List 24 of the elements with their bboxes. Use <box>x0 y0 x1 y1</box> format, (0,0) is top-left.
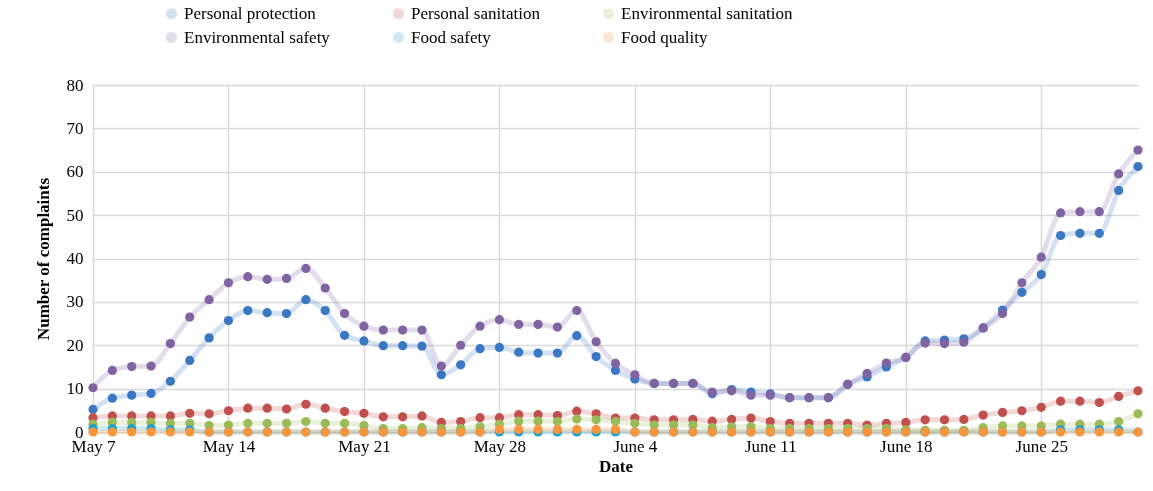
y-tick-label: 20 <box>66 335 84 355</box>
y-tick-label: 10 <box>66 379 84 399</box>
y-tick-label: 0 <box>75 422 84 442</box>
y-tick-label: 30 <box>66 292 84 312</box>
legend-label: Personal sanitation <box>411 3 541 23</box>
y-tick-label: 70 <box>66 118 84 138</box>
x-tick-label: May 28 <box>473 436 527 456</box>
legend-label: Food safety <box>411 27 492 47</box>
y-tick-label: 50 <box>66 205 84 225</box>
y-tick-label: 40 <box>66 249 84 268</box>
x-tick-label: June 4 <box>613 436 658 456</box>
y-axis-title: Number of complaints <box>33 177 53 341</box>
x-tick-label: May 14 <box>202 436 256 456</box>
legend-label: Personal protection <box>184 3 317 23</box>
x-tick-label: June 11 <box>744 436 797 456</box>
legend-label: Food quality <box>621 27 708 47</box>
y-tick-label: 80 <box>66 75 84 95</box>
legend-label: Environmental safety <box>184 27 331 47</box>
x-tick-label: June 18 <box>880 436 933 456</box>
x-axis-title: Date <box>599 456 634 476</box>
y-tick-label: 60 <box>66 162 84 182</box>
x-tick-label: May 21 <box>338 436 391 456</box>
legend-label: Environmental sanitation <box>621 3 793 23</box>
x-tick-label: June 25 <box>1015 436 1068 456</box>
